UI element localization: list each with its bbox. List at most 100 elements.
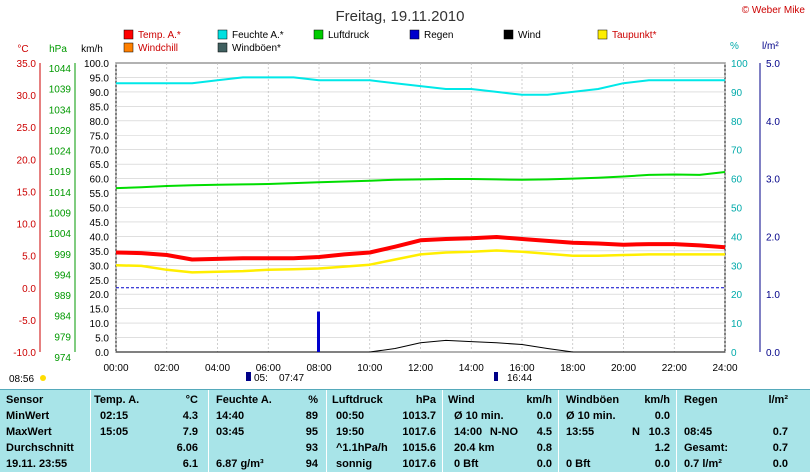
wind-tick: 70.0 [90,146,110,157]
table-cell: ^1.1hPa/h [336,442,388,454]
rain-bar [317,311,320,352]
table-cell: 0.7 l/m² [684,458,722,470]
table-row: Sensor Temp. A. °C Feuchte A.% Luftdruck hPa W… [0,392,810,408]
sunset-marker [494,372,498,381]
series-windline [116,339,725,353]
table-cell: l/m² [768,394,788,406]
copyright-label: © Weber Mike [742,5,806,16]
press-tick: 1034 [49,105,72,116]
x-tick: 10:00 [357,363,382,374]
x-tick: 14:00 [459,363,484,374]
table-cell: 94 [305,458,318,470]
x-tick: 08:00 [306,363,331,374]
table-cell: 0.0 [654,458,670,470]
table-cell: Wind [448,394,475,406]
x-tick: 22:00 [662,363,687,374]
wind-tick: 30.0 [90,261,110,272]
chart-legend: Temp. A.* Feuchte A.* Luftdruck Regen Wind Ta… [123,29,657,54]
table-cell: Regen [684,394,718,406]
table-cell: Durchschnitt [6,442,74,454]
wind-tick: 75.0 [90,131,110,142]
hum-tick: 60 [731,175,743,186]
series-feuchte-a-line [116,76,725,96]
legend-swatch [313,29,324,40]
rain-tick: 5.0 [766,59,780,70]
x-tick: 24:00 [712,363,737,374]
wind-tick: 100.0 [84,59,109,70]
x-tick: 18:00 [560,363,585,374]
table-cell: Feuchte A. [216,394,272,406]
wind-tick: 20.0 [90,290,110,301]
temp-unit: °C [17,44,28,55]
sunrise-time: 07:47 [279,373,304,384]
press-tick: 974 [54,353,71,364]
table-col-divider [442,390,443,472]
table-cell: N-NO [489,426,518,438]
wind-unit: km/h [81,44,103,55]
x-tick: 02:00 [154,363,179,374]
table-cell: 6.06 [176,442,198,454]
table-cell: Gesamt: [684,442,729,454]
table-cell: 7.9 [182,426,198,438]
series-temp-a-line [115,235,726,262]
table-cell: 0 Bft [454,458,479,470]
sunrise-marker [246,372,251,381]
chart-title: Freitag, 19.11.2010 [336,8,465,25]
table-row: Durchschnitt 6.06 93 ^1.1hPa/h 1015.6 20.4 km… [0,440,810,456]
table-cell: 1.2 [654,442,670,454]
sun-bar: 08:56 05: 07:47 16:44 [9,372,532,385]
wind-tick: 10.0 [90,319,110,330]
table-cell: 14:40 [216,410,245,422]
table-cell: 14:00 [454,426,483,438]
wind-tick: 0.0 [95,348,109,359]
hum-tick: 20 [731,290,743,301]
legend-label: Windchill [138,43,178,54]
data-series [115,76,726,353]
table-cell: 10.3 [648,426,670,438]
rain-tick: 0.0 [766,348,780,359]
wind-tick: 15.0 [90,305,110,316]
wind-tick: 45.0 [90,218,110,229]
table-cell: 13:55 [566,426,595,438]
sunset-time: 16:44 [507,373,532,384]
table-cell: 1013.7 [402,410,436,422]
table-row: 19.11. 23:55 6.1 6.87 g/m³ 94 sonnig 1017.6 0 … [0,456,810,472]
wind-tick: 90.0 [90,88,110,99]
table-cell: Sensor [6,394,44,406]
table-col-divider [208,390,209,472]
table-cell: 02:15 [100,410,129,422]
x-tick: 16:00 [509,363,534,374]
rain-tick: 1.0 [766,290,780,301]
table-row: MaxWert 15:05 7.9 03:45 95 19:50 1017.6 14:00 N-… [0,424,810,440]
legend-label: Wind [518,30,541,41]
summary-table: Sensor Temp. A. °C Feuchte A.% Luftdruck hPa W… [0,389,810,472]
wind-tick: 40.0 [90,232,110,243]
legend-swatch [503,29,514,40]
hum-tick: 40 [731,232,743,243]
hum-unit: % [730,41,739,52]
x-tick: 06:00 [256,363,281,374]
table-cell: 6.1 [182,458,198,470]
press-tick: 989 [54,291,71,302]
temp-tick: 10.0 [17,220,37,231]
hum-tick: 100 [731,59,748,70]
x-tick: 00:00 [103,363,128,374]
table-col-divider [676,390,677,472]
table-cell: 1017.6 [402,458,436,470]
hum-tick: 90 [731,88,743,99]
legend-swatch [597,29,608,40]
temp-tick: 15.0 [17,187,37,198]
temp-tick: -5.0 [19,316,37,327]
rain-unit: l/m² [762,41,779,52]
table-cell: 19:50 [336,426,365,438]
press-tick: 979 [54,332,71,343]
legend-label: Feuchte A.* [232,30,284,41]
x-tick: 04:00 [205,363,230,374]
wind-tick: 50.0 [90,204,110,215]
table-cell: Luftdruck [332,394,383,406]
table-cell: 0.0 [536,410,552,422]
table-col-divider [326,390,327,472]
table-cell: 4.3 [182,410,198,422]
temp-tick: 5.0 [22,252,36,263]
table-cell: 1015.6 [402,442,436,454]
